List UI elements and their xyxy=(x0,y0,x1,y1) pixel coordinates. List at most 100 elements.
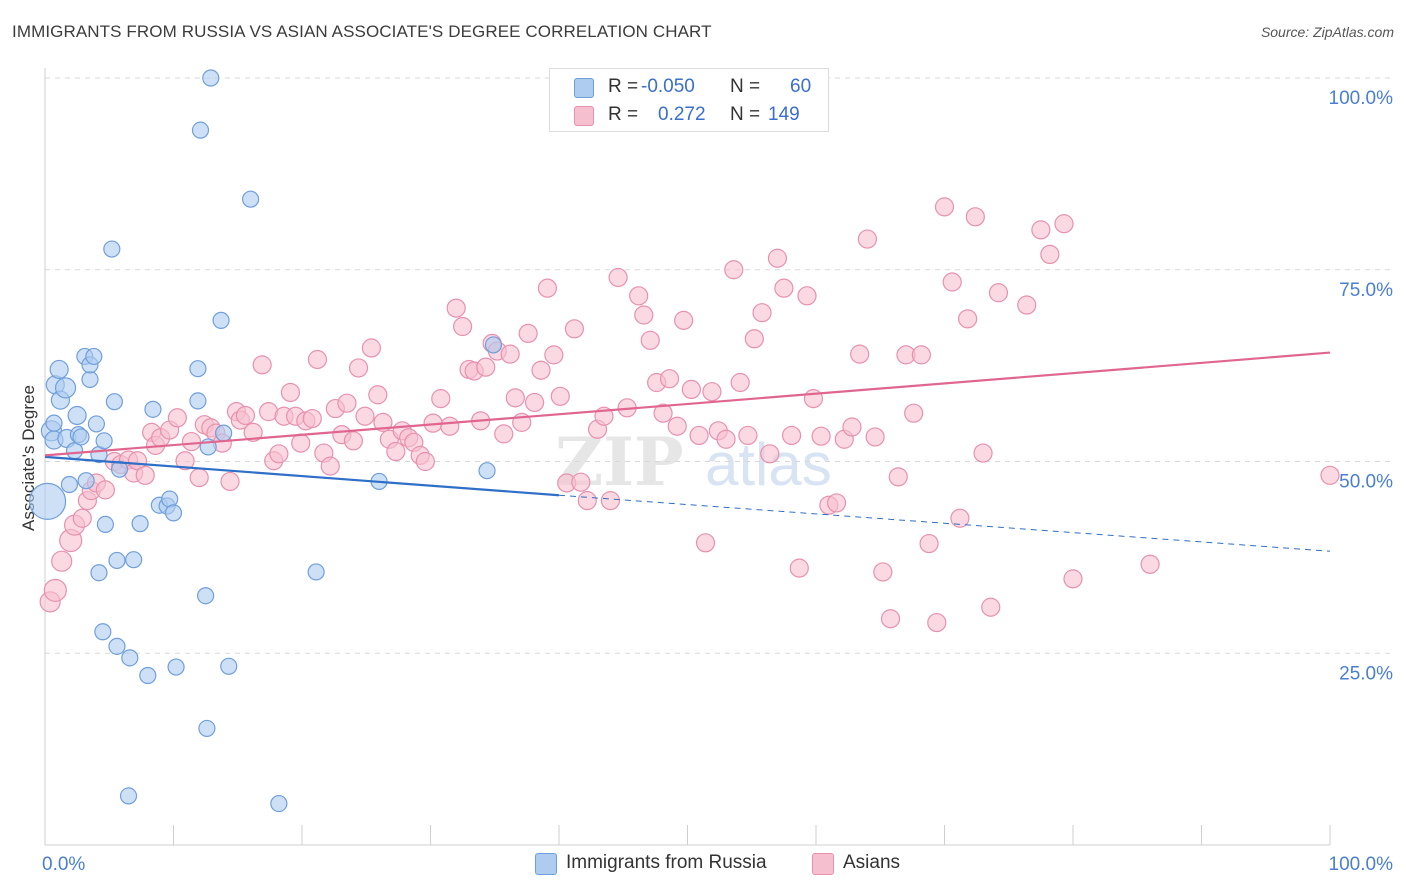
asian-point xyxy=(453,316,473,337)
asian-point xyxy=(280,382,301,403)
asian-point xyxy=(744,329,764,349)
asian-point xyxy=(857,229,878,249)
russia-point xyxy=(164,504,183,522)
russia-point xyxy=(121,649,139,667)
y-tick-label: 75.0% xyxy=(1339,280,1393,301)
asian-point xyxy=(386,441,406,462)
n-label: N = xyxy=(730,104,761,125)
asian-point xyxy=(850,344,870,364)
n-label: N = xyxy=(730,76,761,97)
russia-point xyxy=(478,462,496,480)
asian-point xyxy=(774,278,794,298)
asian-point xyxy=(189,468,209,488)
asian-point xyxy=(724,260,744,280)
russia-point xyxy=(119,787,138,805)
asian-point xyxy=(608,267,628,288)
x-tick-label: 0.0% xyxy=(42,854,85,875)
russia-point xyxy=(28,482,67,520)
asian-point xyxy=(564,319,585,339)
russia-point xyxy=(131,515,149,533)
asian-point xyxy=(911,345,931,365)
russia-point xyxy=(198,719,216,738)
asian-point xyxy=(355,406,375,426)
asian-point xyxy=(904,403,924,423)
r-label: R = xyxy=(608,76,639,97)
asian-point xyxy=(361,338,381,358)
russia-point xyxy=(85,347,103,366)
russia-point xyxy=(45,414,63,432)
russia-point xyxy=(90,564,108,582)
russia-point xyxy=(202,69,220,87)
russia-point xyxy=(197,587,215,605)
asian-point xyxy=(1017,295,1037,315)
asian-point xyxy=(767,248,788,268)
asian-point xyxy=(716,429,736,449)
asian-point xyxy=(337,393,357,413)
russia-point xyxy=(191,121,210,139)
asian-point xyxy=(981,597,1001,617)
legend-row-russia: R = -0.050 N = 60 xyxy=(550,73,828,101)
asian-point xyxy=(634,305,654,325)
russia-point xyxy=(108,551,126,570)
asian-point xyxy=(291,433,311,453)
russia-point xyxy=(94,623,112,641)
asian-point xyxy=(842,417,862,437)
n-value: 60 xyxy=(790,76,812,97)
asian-point xyxy=(175,451,195,471)
asian-point xyxy=(72,508,92,528)
asian-point xyxy=(494,424,514,444)
russia-point xyxy=(484,336,503,354)
asian-point xyxy=(1140,554,1160,574)
asian-point xyxy=(689,425,709,446)
asian-point xyxy=(738,425,758,446)
asian-point xyxy=(544,345,564,365)
asian-point xyxy=(600,491,621,511)
asian-point xyxy=(667,416,687,436)
asian-point xyxy=(681,379,701,400)
asian-point xyxy=(220,471,240,492)
russia-point xyxy=(270,794,288,813)
russia-point xyxy=(54,377,77,399)
asian-point xyxy=(302,408,322,429)
russia-point xyxy=(110,460,129,478)
asian-point xyxy=(702,382,722,402)
russia-point xyxy=(96,515,114,533)
asian-point xyxy=(252,355,272,375)
x-tick-label: 100.0% xyxy=(1329,854,1394,875)
russia-point xyxy=(212,311,230,329)
asian-point xyxy=(269,444,289,464)
asian-point xyxy=(537,278,558,298)
asian-point xyxy=(307,349,328,370)
russia-point xyxy=(108,637,126,655)
asian-point xyxy=(95,480,115,500)
asian-point xyxy=(659,369,680,389)
correlation-legend: R = -0.050 N = 60 R = 0.272 N = 149 xyxy=(549,68,829,132)
asian-point xyxy=(760,444,780,464)
russia-point xyxy=(242,190,260,208)
r-value: -0.050 xyxy=(641,76,695,97)
asian-point xyxy=(789,558,809,578)
asian-point xyxy=(343,431,363,451)
asian-point xyxy=(476,357,496,377)
blue-swatch xyxy=(535,853,557,875)
asian-point xyxy=(135,465,155,485)
russia-point xyxy=(139,666,157,685)
asian-point xyxy=(518,323,538,344)
asian-point xyxy=(505,388,525,408)
source-label: Source: ZipAtlas.com xyxy=(1260,24,1394,40)
asian-point xyxy=(368,385,388,405)
r-value: 0.272 xyxy=(658,104,706,125)
asian-point xyxy=(348,358,369,378)
russia-point xyxy=(307,563,325,581)
asian-point xyxy=(653,403,673,423)
asian-point xyxy=(781,425,802,446)
asian-point xyxy=(958,309,978,329)
asian-point xyxy=(571,472,591,492)
asian-point xyxy=(826,493,847,513)
legend-label: Asians xyxy=(843,852,901,873)
legend-label: Immigrants from Russia xyxy=(566,852,767,873)
asian-point xyxy=(524,392,545,413)
russia-point xyxy=(87,415,106,433)
asian-point xyxy=(695,533,716,553)
